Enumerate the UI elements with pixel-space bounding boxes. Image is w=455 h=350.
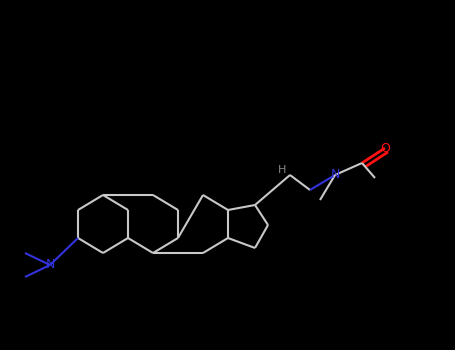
Text: O: O [380, 141, 390, 154]
Text: N: N [46, 259, 55, 272]
Text: H: H [278, 165, 286, 175]
Text: N: N [330, 168, 340, 182]
